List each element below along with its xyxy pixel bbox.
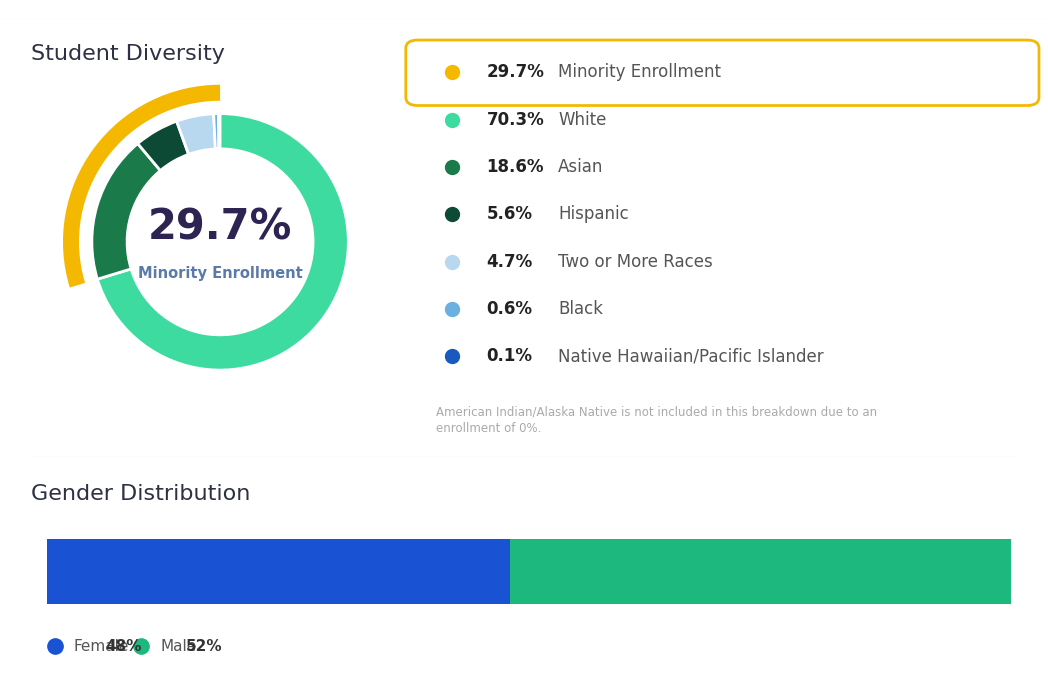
Bar (47, 539, 510, 605)
Text: White: White (559, 111, 607, 129)
Wedge shape (177, 114, 216, 154)
Text: Gender Distribution: Gender Distribution (31, 484, 250, 504)
Text: Minority Enrollment: Minority Enrollment (559, 64, 721, 82)
Text: 29.7%: 29.7% (148, 207, 292, 249)
FancyBboxPatch shape (406, 40, 1039, 106)
Text: 29.7%: 29.7% (486, 64, 544, 82)
Text: 5.6%: 5.6% (486, 205, 532, 223)
Text: Black: Black (559, 300, 603, 318)
Text: 18.6%: 18.6% (486, 158, 544, 176)
Text: 48%: 48% (105, 639, 141, 654)
Text: Hispanic: Hispanic (559, 205, 629, 223)
Text: Student Diversity: Student Diversity (31, 44, 225, 64)
Wedge shape (97, 113, 348, 370)
Text: Female: Female (73, 639, 129, 654)
Text: 0.6%: 0.6% (486, 300, 532, 318)
Text: American Indian/Alaska Native is not included in this breakdown due to an
enroll: American Indian/Alaska Native is not inc… (436, 406, 877, 435)
Text: Asian: Asian (559, 158, 604, 176)
Text: Minority Enrollment: Minority Enrollment (137, 267, 303, 281)
Wedge shape (92, 144, 160, 279)
Wedge shape (63, 85, 220, 287)
Text: 4.7%: 4.7% (486, 252, 532, 271)
Wedge shape (137, 121, 189, 171)
Bar (510, 539, 1011, 605)
Text: 0.1%: 0.1% (486, 347, 532, 365)
Text: Native Hawaiian/Pacific Islander: Native Hawaiian/Pacific Islander (559, 347, 824, 365)
Text: Two or More Races: Two or More Races (559, 252, 713, 271)
Text: 52%: 52% (185, 639, 222, 654)
Text: Male: Male (160, 639, 197, 654)
Wedge shape (214, 113, 219, 149)
Text: 70.3%: 70.3% (486, 111, 544, 129)
